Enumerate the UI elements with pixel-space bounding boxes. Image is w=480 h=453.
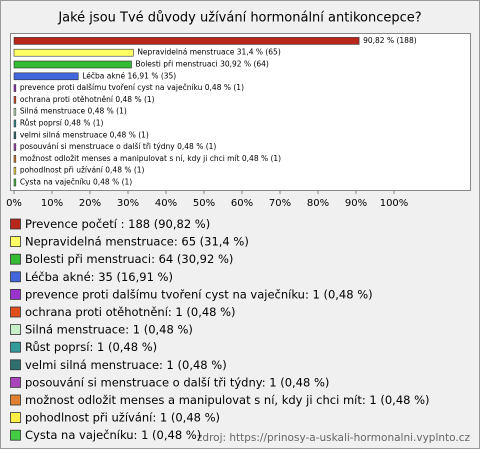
legend-label: velmi silná menstruace: 1 (0,48 %) bbox=[25, 358, 227, 372]
legend-label: Nepravidelná menstruace: 65 (31,4 %) bbox=[25, 235, 249, 249]
legend-label: Prevence početí : 188 (90,82 %) bbox=[25, 217, 210, 231]
legend-label: Silná menstruace: 1 (0,48 %) bbox=[25, 323, 193, 337]
legend-swatch bbox=[10, 376, 21, 388]
legend-swatch bbox=[10, 341, 21, 353]
bar bbox=[13, 107, 17, 116]
source: zdroj: https://prinosy-a-uskali-hormonal… bbox=[197, 432, 471, 444]
value-label: ochrana proti otěhotnění 0,48 % (1) bbox=[20, 95, 155, 104]
legend-swatch bbox=[10, 359, 21, 371]
legend-label: Bolesti při menstruaci: 64 (30,92 %) bbox=[25, 252, 233, 266]
x-tick-label: 30% bbox=[117, 198, 139, 209]
legend-swatch bbox=[10, 324, 21, 336]
bar bbox=[13, 37, 360, 45]
legend-swatch bbox=[10, 288, 21, 300]
value-label: Cysta na vaječníku 0,48 % (1) bbox=[20, 178, 132, 187]
x-tick-label: 80% bbox=[307, 198, 329, 209]
value-label: Silná menstruace 0,48 % (1) bbox=[20, 107, 127, 116]
value-label: 90,82 % (188) bbox=[363, 36, 417, 45]
x-tick-label: 50% bbox=[193, 198, 215, 209]
value-label: Bolesti při menstruaci 30,92 % (64) bbox=[135, 60, 268, 69]
x-tick-label: 10% bbox=[41, 198, 63, 209]
value-label: velmi silná menstruace 0,48 % (1) bbox=[20, 130, 149, 139]
legend-label: Léčba akné: 35 (16,91 %) bbox=[25, 270, 173, 284]
x-tick-label: 100% bbox=[380, 198, 409, 209]
value-label: možnost odložit menses a manipulovat s n… bbox=[20, 154, 281, 163]
legend-label: Cysta na vaječníku: 1 (0,48 %) bbox=[25, 428, 201, 442]
legend-label: pohodlnost při užívání: 1 (0,48 %) bbox=[25, 411, 220, 425]
legend-swatch bbox=[10, 394, 21, 406]
value-label: Léčba akné 16,91 % (35) bbox=[82, 71, 176, 80]
legend-swatch bbox=[10, 306, 21, 318]
legend-swatch bbox=[10, 236, 21, 248]
legend-swatch bbox=[10, 218, 21, 230]
legend-label: možnost odložit menses a manipulovat s n… bbox=[25, 393, 430, 407]
value-label: posouvání si menstruace o další tři týdn… bbox=[20, 142, 217, 151]
bar bbox=[13, 72, 79, 81]
legend-label: prevence proti dalšímu tvoření cyst na v… bbox=[25, 287, 373, 301]
x-tick-label: 20% bbox=[79, 198, 101, 209]
bar bbox=[13, 60, 132, 69]
legend-label: Růst poprsí: 1 (0,48 %) bbox=[25, 340, 157, 354]
x-tick-label: 90% bbox=[345, 198, 367, 209]
legend-swatch bbox=[10, 429, 21, 441]
bar bbox=[13, 155, 17, 163]
legend-swatch bbox=[10, 253, 21, 265]
legend-label: posouvání si menstruace o další tři týdn… bbox=[25, 375, 329, 389]
bar bbox=[13, 166, 17, 175]
plot-area bbox=[10, 33, 471, 191]
bar bbox=[13, 96, 17, 104]
value-label: pohodlnost při užívání 0,48 % (1) bbox=[20, 166, 145, 175]
bar bbox=[13, 131, 17, 140]
x-tick-label: 40% bbox=[155, 198, 177, 209]
legend-swatch bbox=[10, 412, 21, 424]
value-label: prevence proti dalšímu tvoření cyst na v… bbox=[20, 83, 244, 92]
x-tick-label: 70% bbox=[269, 198, 291, 209]
value-label: Nepravidelná menstruace 31,4 % (65) bbox=[137, 48, 281, 57]
bar bbox=[13, 84, 17, 92]
x-tick-label: 0% bbox=[6, 198, 22, 209]
bar bbox=[13, 143, 17, 151]
bar bbox=[13, 119, 17, 128]
chart-title: Jaké jsou Tvé důvody užívání hormonální … bbox=[57, 11, 421, 26]
legend-swatch bbox=[10, 271, 21, 283]
x-tick-label: 60% bbox=[231, 198, 253, 209]
legend-label: ochrana proti otěhotnění: 1 (0,48 %) bbox=[25, 305, 236, 319]
bar bbox=[13, 48, 134, 57]
value-label: Růst poprsí 0,48 % (1) bbox=[20, 119, 104, 128]
bar bbox=[13, 178, 17, 187]
